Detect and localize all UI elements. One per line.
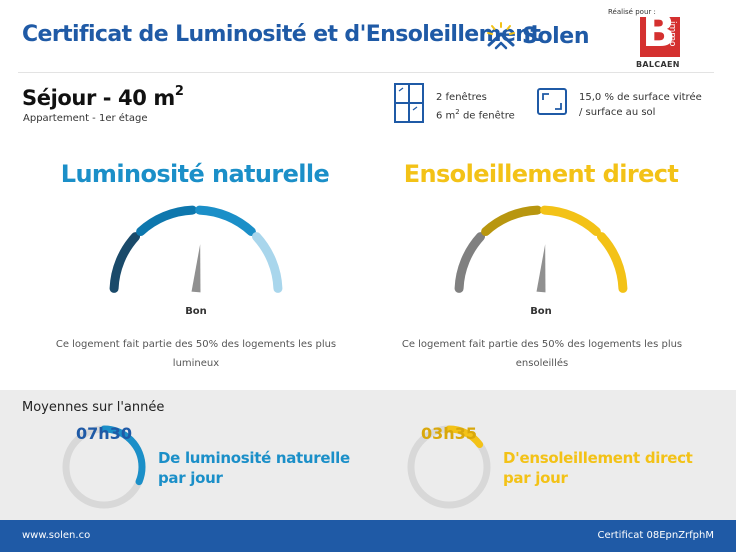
window-area: 6 m2 de fenêtre [436,108,515,122]
luminosity-description-line2: lumineux [172,358,220,369]
certificate-title: Certificat de Luminosité et d'Ensoleille… [22,22,541,47]
luminosity-gauge [109,205,283,293]
sunshine-gauge-segment-3 [540,205,601,237]
certificate-id: Certificat 08EpnZrfphM [597,530,715,541]
yearly-averages-panel: Moyennes sur l'année 07h30 De luminosité… [0,390,736,520]
luminosity-title: Luminosité naturelle [60,160,330,188]
luminosity-gauge-segment-1 [109,232,141,293]
sunshine-ring-progress [407,425,491,509]
yearly-averages-heading: Moyennes sur l'année [22,400,165,415]
sunshine-gauge-segment-1 [454,232,486,293]
sunshine-average-label-line1: D'ensoleillement direct [503,449,693,467]
room-title: Séjour - 40 m2 [22,84,184,110]
sunshine-description: Ce logement fait partie des 50% des loge… [392,335,692,373]
windows-count: 2 fenêtres [436,92,487,103]
luminosity-average-value: 07h30 [76,424,132,443]
glazed-ratio-line1: 15,0 % de surface vitrée [579,92,702,103]
solen-brand-name: Solen [522,23,590,49]
luminosity-gauge-segment-3 [195,205,256,237]
sunshine-title: Ensoleillement direct [403,160,679,188]
footer-bar: www.solen.co Certificat 08EpnZrfphM [0,520,736,552]
sunshine-average-label-line2: par jour [503,469,568,487]
glazed-surface-info: 15,0 % de surface vitrée / surface au so… [579,90,702,120]
sunshine-gauge-needle [536,244,546,293]
glazed-ratio-line2: / surface au sol [579,107,656,118]
luminosity-gauge-segment-2 [136,205,197,237]
sunshine-gauge-segment-2 [481,205,542,237]
luminosity-rating: Bon [185,306,207,317]
sunshine-gauge [454,205,628,293]
room-subtitle: Appartement - 1er étage [23,113,148,124]
luminosity-description-line1: Ce logement fait partie des 50% des loge… [55,339,337,350]
luminosity-average-label: De luminosité naturelle par jour [158,448,350,488]
surface-ratio-icon [537,88,567,115]
sunshine-ring [407,425,491,509]
luminosity-gauge-needle [191,244,201,293]
solen-logo[interactable]: Solen [486,20,589,52]
window-info: 2 fenêtres 6 m2 de fenêtre [436,90,515,123]
sunshine-average-value: 03h35 [421,424,477,443]
header-divider [18,72,714,73]
partner-name: BALCAEN [636,60,680,69]
made-for-label: Réalisé pour : [608,8,656,16]
certificate-header: Certificat de Luminosité et d'Ensoleille… [0,0,736,70]
sunshine-gauge-segment-4 [596,232,628,293]
window-icon [394,83,424,123]
luminosity-average-label-line2: par jour [158,469,223,487]
luminosity-ring-progress [62,425,146,509]
partner-logo-word: immo [667,21,677,47]
sunshine-average-label: D'ensoleillement direct par jour [503,448,693,488]
partner-logo: B immo [640,17,680,57]
luminosity-description: Ce logement fait partie des 50% des loge… [46,335,346,373]
sunshine-description-line2: ensoleillés [515,358,569,369]
luminosity-ring [62,425,146,509]
sunshine-rating: Bon [530,306,552,317]
partner-logo-mark: B [642,17,676,57]
sun-house-icon [487,22,515,50]
sunshine-description-line1: Ce logement fait partie des 50% des loge… [401,339,683,350]
footer-website-link[interactable]: www.solen.co [22,530,91,541]
luminosity-average-label-line1: De luminosité naturelle [158,449,350,467]
luminosity-gauge-segment-4 [251,232,283,293]
